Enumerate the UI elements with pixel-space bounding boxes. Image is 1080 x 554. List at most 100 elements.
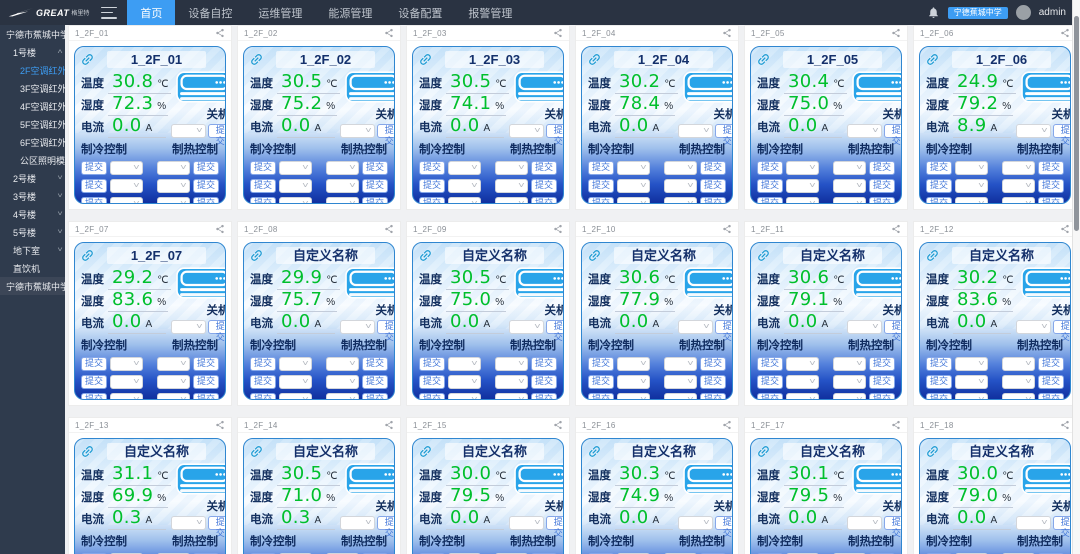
cooling-submit-button[interactable]: 提交 <box>588 178 615 193</box>
heating-submit-button[interactable]: 提交 <box>699 356 726 371</box>
heating-select[interactable]: ˅ <box>1002 356 1035 371</box>
heating-select[interactable]: ˅ <box>495 392 528 399</box>
heating-submit-button[interactable]: 提交 <box>699 160 726 175</box>
cooling-submit-button[interactable]: 提交 <box>81 160 108 175</box>
power-select[interactable]: ˅ <box>508 320 544 334</box>
power-submit-button[interactable]: 提交 <box>545 320 563 342</box>
sidebar-item[interactable]: 4号楼 ˅ <box>0 205 65 223</box>
sidebar-item[interactable]: 宁德市蕉城中学楼... <box>0 25 65 43</box>
share-icon[interactable] <box>1060 224 1070 234</box>
heating-submit-button[interactable]: 提交 <box>192 160 219 175</box>
heating-submit-button[interactable]: 提交 <box>530 356 557 371</box>
cooling-submit-button[interactable]: 提交 <box>419 374 446 389</box>
vertical-scrollbar[interactable] <box>1072 0 1080 554</box>
heating-select[interactable]: ˅ <box>833 196 866 203</box>
cooling-submit-button[interactable]: 提交 <box>81 356 108 371</box>
sidebar-item[interactable]: 1号楼 ˄ <box>0 43 65 61</box>
heating-submit-button[interactable]: 提交 <box>1037 178 1064 193</box>
heating-submit-button[interactable]: 提交 <box>868 160 895 175</box>
heating-select[interactable]: ˅ <box>1002 178 1035 193</box>
power-submit-button[interactable]: 提交 <box>883 124 901 146</box>
cooling-select[interactable]: ˅ <box>448 160 481 175</box>
cooling-select[interactable]: ˅ <box>279 356 312 371</box>
scrollbar-thumb[interactable] <box>1074 16 1079 231</box>
heating-submit-button[interactable]: 提交 <box>530 374 557 389</box>
share-icon[interactable] <box>891 420 901 430</box>
heating-submit-button[interactable]: 提交 <box>1037 196 1064 203</box>
bell-icon[interactable] <box>927 6 940 19</box>
cooling-submit-button[interactable]: 提交 <box>419 178 446 193</box>
heating-submit-button[interactable]: 提交 <box>868 178 895 193</box>
heating-submit-button[interactable]: 提交 <box>192 196 219 203</box>
heating-submit-button[interactable]: 提交 <box>361 178 388 193</box>
cooling-select[interactable]: ˅ <box>786 160 819 175</box>
heating-select[interactable]: ˅ <box>326 160 359 175</box>
heating-select[interactable]: ˅ <box>326 392 359 399</box>
heating-submit-button[interactable]: 提交 <box>868 392 895 399</box>
power-submit-button[interactable]: 提交 <box>1052 320 1070 342</box>
cooling-submit-button[interactable]: 提交 <box>81 196 108 203</box>
cooling-select[interactable]: ˅ <box>955 178 988 193</box>
cooling-select[interactable]: ˅ <box>448 196 481 203</box>
heating-select[interactable]: ˅ <box>833 392 866 399</box>
cooling-select[interactable]: ˅ <box>110 196 143 203</box>
cooling-select[interactable]: ˅ <box>786 178 819 193</box>
heating-submit-button[interactable]: 提交 <box>530 196 557 203</box>
power-submit-button[interactable]: 提交 <box>207 124 225 146</box>
sidebar-item[interactable]: 5F空调红外控... <box>0 115 65 133</box>
power-select[interactable]: ˅ <box>677 516 713 530</box>
power-select[interactable]: ˅ <box>170 124 206 138</box>
cooling-submit-button[interactable]: 提交 <box>250 374 277 389</box>
heating-submit-button[interactable]: 提交 <box>868 196 895 203</box>
power-select[interactable]: ˅ <box>1015 516 1051 530</box>
share-icon[interactable] <box>1060 420 1070 430</box>
cooling-submit-button[interactable]: 提交 <box>588 356 615 371</box>
power-submit-button[interactable]: 提交 <box>207 516 225 538</box>
nav-item[interactable]: 运维管理 <box>245 0 315 25</box>
cooling-select[interactable]: ˅ <box>617 178 650 193</box>
power-submit-button[interactable]: 提交 <box>714 516 732 538</box>
cooling-submit-button[interactable]: 提交 <box>926 356 953 371</box>
heating-submit-button[interactable]: 提交 <box>361 160 388 175</box>
menu-collapse-icon[interactable] <box>101 6 118 19</box>
heating-select[interactable]: ˅ <box>157 392 190 399</box>
avatar[interactable] <box>1015 5 1031 20</box>
cooling-submit-button[interactable]: 提交 <box>588 392 615 399</box>
cooling-select[interactable]: ˅ <box>110 160 143 175</box>
heating-select[interactable]: ˅ <box>157 178 190 193</box>
heating-select[interactable]: ˅ <box>664 196 697 203</box>
cooling-select[interactable]: ˅ <box>448 178 481 193</box>
heating-select[interactable]: ˅ <box>664 392 697 399</box>
power-submit-button[interactable]: 提交 <box>545 516 563 538</box>
cooling-select[interactable]: ˅ <box>110 392 143 399</box>
heating-select[interactable]: ˅ <box>1002 196 1035 203</box>
heating-submit-button[interactable]: 提交 <box>361 392 388 399</box>
share-icon[interactable] <box>215 28 225 38</box>
sidebar-item[interactable]: 4F空调红外控... <box>0 97 65 115</box>
cooling-submit-button[interactable]: 提交 <box>926 392 953 399</box>
cooling-select[interactable]: ˅ <box>448 392 481 399</box>
cooling-submit-button[interactable]: 提交 <box>926 374 953 389</box>
heating-select[interactable]: ˅ <box>495 196 528 203</box>
heating-select[interactable]: ˅ <box>326 374 359 389</box>
heating-submit-button[interactable]: 提交 <box>361 196 388 203</box>
cooling-submit-button[interactable]: 提交 <box>81 178 108 193</box>
share-icon[interactable] <box>215 420 225 430</box>
heating-select[interactable]: ˅ <box>664 374 697 389</box>
cooling-select[interactable]: ˅ <box>279 160 312 175</box>
power-select[interactable]: ˅ <box>508 516 544 530</box>
cooling-submit-button[interactable]: 提交 <box>757 374 784 389</box>
share-icon[interactable] <box>722 224 732 234</box>
cooling-select[interactable]: ˅ <box>955 196 988 203</box>
share-icon[interactable] <box>722 28 732 38</box>
nav-item[interactable]: 首页 <box>127 0 176 25</box>
cooling-select[interactable]: ˅ <box>786 356 819 371</box>
cooling-submit-button[interactable]: 提交 <box>588 196 615 203</box>
username[interactable]: admin <box>1038 7 1066 18</box>
cooling-select[interactable]: ˅ <box>617 374 650 389</box>
power-select[interactable]: ˅ <box>1015 320 1051 334</box>
heating-submit-button[interactable]: 提交 <box>192 392 219 399</box>
heating-select[interactable]: ˅ <box>664 178 697 193</box>
heating-select[interactable]: ˅ <box>833 356 866 371</box>
heating-select[interactable]: ˅ <box>1002 392 1035 399</box>
